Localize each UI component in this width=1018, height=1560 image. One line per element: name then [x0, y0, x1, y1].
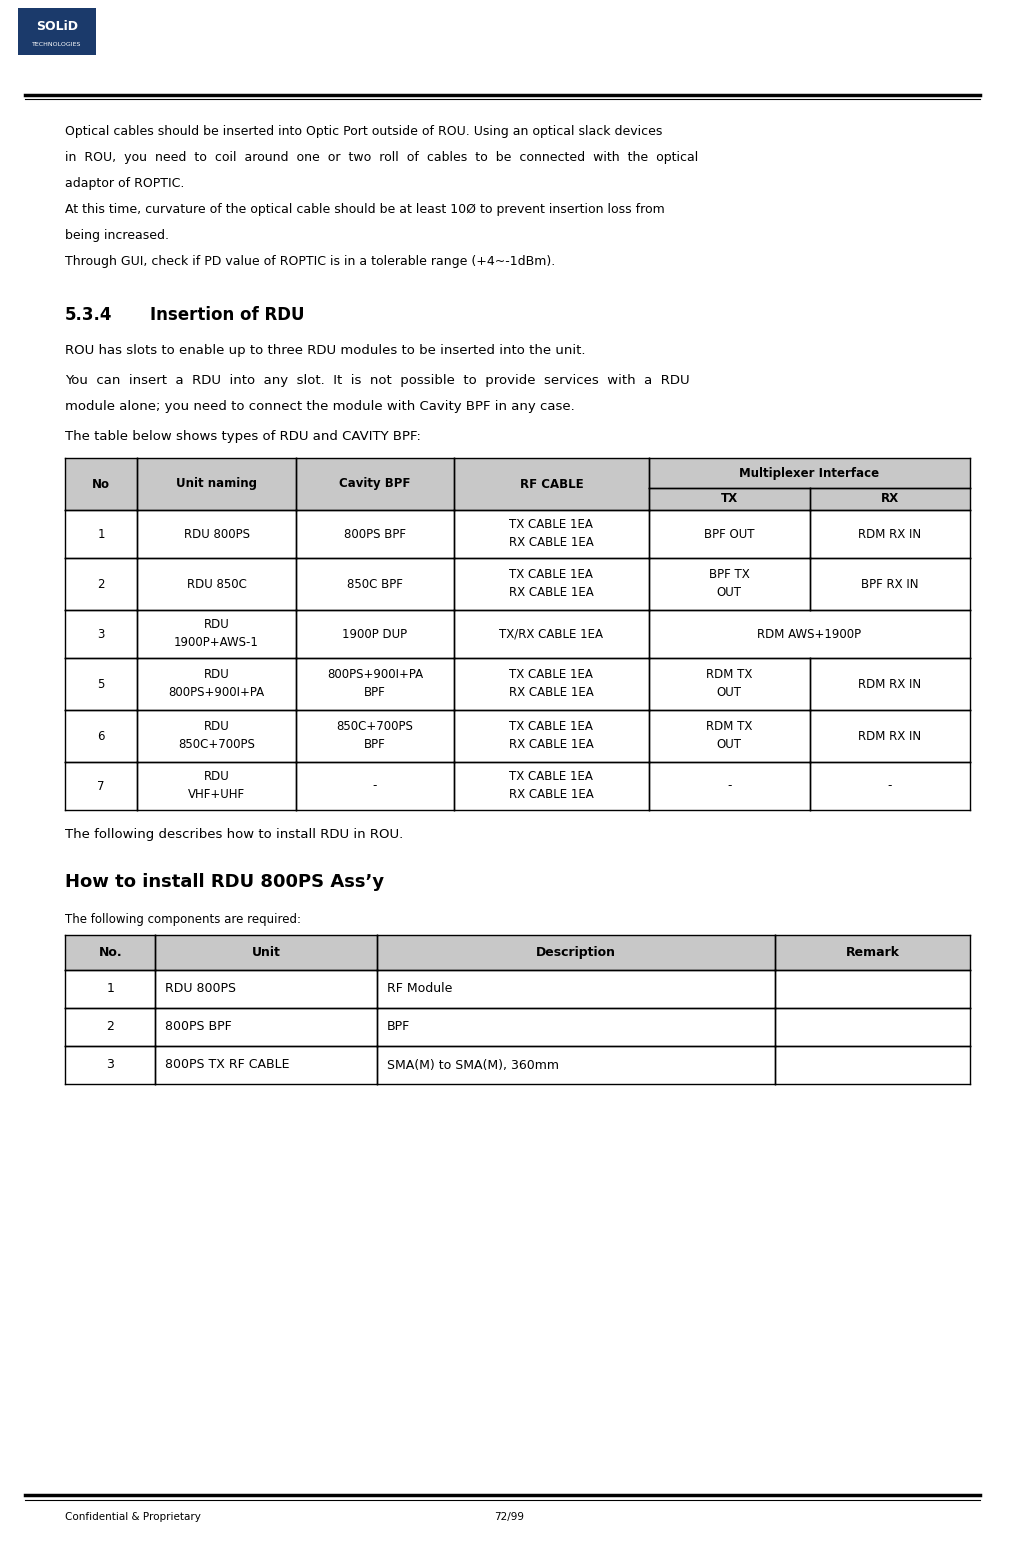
Text: 3: 3 — [98, 627, 105, 641]
Text: 850C BPF: 850C BPF — [347, 577, 403, 591]
Text: TX CABLE 1EA
RX CABLE 1EA: TX CABLE 1EA RX CABLE 1EA — [509, 518, 593, 549]
Text: No.: No. — [99, 945, 122, 959]
Text: 800PS TX RF CABLE: 800PS TX RF CABLE — [166, 1059, 290, 1072]
Text: adaptor of ROPTIC.: adaptor of ROPTIC. — [65, 176, 184, 190]
Text: TECHNOLOGIES: TECHNOLOGIES — [33, 42, 81, 47]
Text: RDM AWS+1900P: RDM AWS+1900P — [757, 627, 861, 641]
Text: 72/99: 72/99 — [494, 1512, 524, 1523]
Text: Remark: Remark — [846, 945, 900, 959]
Text: 1900P DUP: 1900P DUP — [342, 627, 407, 641]
Text: RF Module: RF Module — [387, 983, 453, 995]
Text: How to install RDU 800PS Ass’y: How to install RDU 800PS Ass’y — [65, 874, 384, 891]
Text: 850C+700PS
BPF: 850C+700PS BPF — [337, 721, 413, 752]
Text: RDU
VHF+UHF: RDU VHF+UHF — [188, 771, 245, 802]
Text: RDU 800PS: RDU 800PS — [166, 983, 236, 995]
Text: 800PS BPF: 800PS BPF — [344, 527, 406, 540]
Text: 800PS+900I+PA
BPF: 800PS+900I+PA BPF — [327, 669, 423, 699]
Text: No: No — [93, 477, 110, 490]
Text: RX: RX — [881, 493, 899, 505]
Text: The table below shows types of RDU and CAVITY BPF:: The table below shows types of RDU and C… — [65, 431, 420, 443]
Text: -: - — [727, 780, 732, 792]
Bar — [18, 8, 96, 55]
Text: Unit naming: Unit naming — [176, 477, 258, 490]
Text: Optical cables should be inserted into Optic Port outside of ROU. Using an optic: Optical cables should be inserted into O… — [65, 125, 663, 137]
Text: Insertion of RDU: Insertion of RDU — [150, 306, 304, 324]
Bar — [776, 934, 970, 970]
Text: RDU
850C+700PS: RDU 850C+700PS — [178, 721, 256, 752]
Bar — [648, 459, 970, 488]
Text: TX: TX — [721, 493, 738, 505]
Text: 5.3.4: 5.3.4 — [65, 306, 113, 324]
Text: TX CABLE 1EA
RX CABLE 1EA: TX CABLE 1EA RX CABLE 1EA — [509, 771, 593, 802]
Text: TX CABLE 1EA
RX CABLE 1EA: TX CABLE 1EA RX CABLE 1EA — [509, 568, 593, 599]
Text: 1: 1 — [98, 527, 105, 540]
Text: Confidential & Proprietary: Confidential & Proprietary — [65, 1512, 201, 1523]
Text: At this time, curvature of the optical cable should be at least 10Ø to prevent i: At this time, curvature of the optical c… — [65, 203, 665, 215]
Bar — [137, 459, 296, 510]
Text: being increased.: being increased. — [65, 229, 169, 242]
Text: 800PS BPF: 800PS BPF — [166, 1020, 232, 1033]
Text: You  can  insert  a  RDU  into  any  slot.  It  is  not  possible  to  provide  : You can insert a RDU into any slot. It i… — [65, 374, 689, 387]
Text: Cavity BPF: Cavity BPF — [339, 477, 410, 490]
Bar — [809, 488, 970, 510]
Text: 3: 3 — [106, 1059, 114, 1072]
Text: 2: 2 — [98, 577, 105, 591]
Text: RDU 850C: RDU 850C — [186, 577, 246, 591]
Bar — [65, 459, 137, 510]
Text: in  ROU,  you  need  to  coil  around  one  or  two  roll  of  cables  to  be  c: in ROU, you need to coil around one or t… — [65, 151, 698, 164]
Text: BPF OUT: BPF OUT — [704, 527, 754, 540]
Text: 1: 1 — [106, 983, 114, 995]
Text: BPF: BPF — [387, 1020, 410, 1033]
Text: SMA(M) to SMA(M), 360mm: SMA(M) to SMA(M), 360mm — [387, 1059, 559, 1072]
Text: TX CABLE 1EA
RX CABLE 1EA: TX CABLE 1EA RX CABLE 1EA — [509, 669, 593, 699]
Text: Multiplexer Interface: Multiplexer Interface — [739, 466, 880, 479]
Text: RDM TX
OUT: RDM TX OUT — [706, 669, 752, 699]
Text: RDM RX IN: RDM RX IN — [858, 730, 921, 743]
Text: module alone; you need to connect the module with Cavity BPF in any case.: module alone; you need to connect the mo… — [65, 399, 575, 413]
Text: Unit: Unit — [251, 945, 281, 959]
Text: RDU
1900P+AWS-1: RDU 1900P+AWS-1 — [174, 618, 259, 649]
Text: SOLiD: SOLiD — [36, 19, 78, 33]
Bar — [648, 488, 809, 510]
Text: 5: 5 — [98, 677, 105, 691]
Text: The following components are required:: The following components are required: — [65, 913, 301, 927]
Bar — [296, 459, 454, 510]
Text: Through GUI, check if PD value of ROPTIC is in a tolerable range (+4~-1dBm).: Through GUI, check if PD value of ROPTIC… — [65, 254, 555, 268]
Text: RDM RX IN: RDM RX IN — [858, 677, 921, 691]
Text: TX CABLE 1EA
RX CABLE 1EA: TX CABLE 1EA RX CABLE 1EA — [509, 721, 593, 752]
Text: 2: 2 — [106, 1020, 114, 1033]
Bar — [65, 934, 156, 970]
Text: 6: 6 — [98, 730, 105, 743]
Text: RF CABLE: RF CABLE — [519, 477, 583, 490]
Text: BPF RX IN: BPF RX IN — [861, 577, 918, 591]
Text: Description: Description — [536, 945, 616, 959]
Text: RDM TX
OUT: RDM TX OUT — [706, 721, 752, 752]
Bar — [156, 934, 378, 970]
Bar — [378, 934, 776, 970]
Text: TX/RX CABLE 1EA: TX/RX CABLE 1EA — [500, 627, 604, 641]
Text: The following describes how to install RDU in ROU.: The following describes how to install R… — [65, 828, 403, 841]
Text: ROU has slots to enable up to three RDU modules to be inserted into the unit.: ROU has slots to enable up to three RDU … — [65, 345, 585, 357]
Text: BPF TX
OUT: BPF TX OUT — [709, 568, 749, 599]
Text: 7: 7 — [98, 780, 105, 792]
Text: -: - — [888, 780, 892, 792]
Text: -: - — [373, 780, 377, 792]
Bar — [454, 459, 648, 510]
Text: RDU
800PS+900I+PA: RDU 800PS+900I+PA — [169, 669, 265, 699]
Text: RDM RX IN: RDM RX IN — [858, 527, 921, 540]
Text: RDU 800PS: RDU 800PS — [183, 527, 249, 540]
